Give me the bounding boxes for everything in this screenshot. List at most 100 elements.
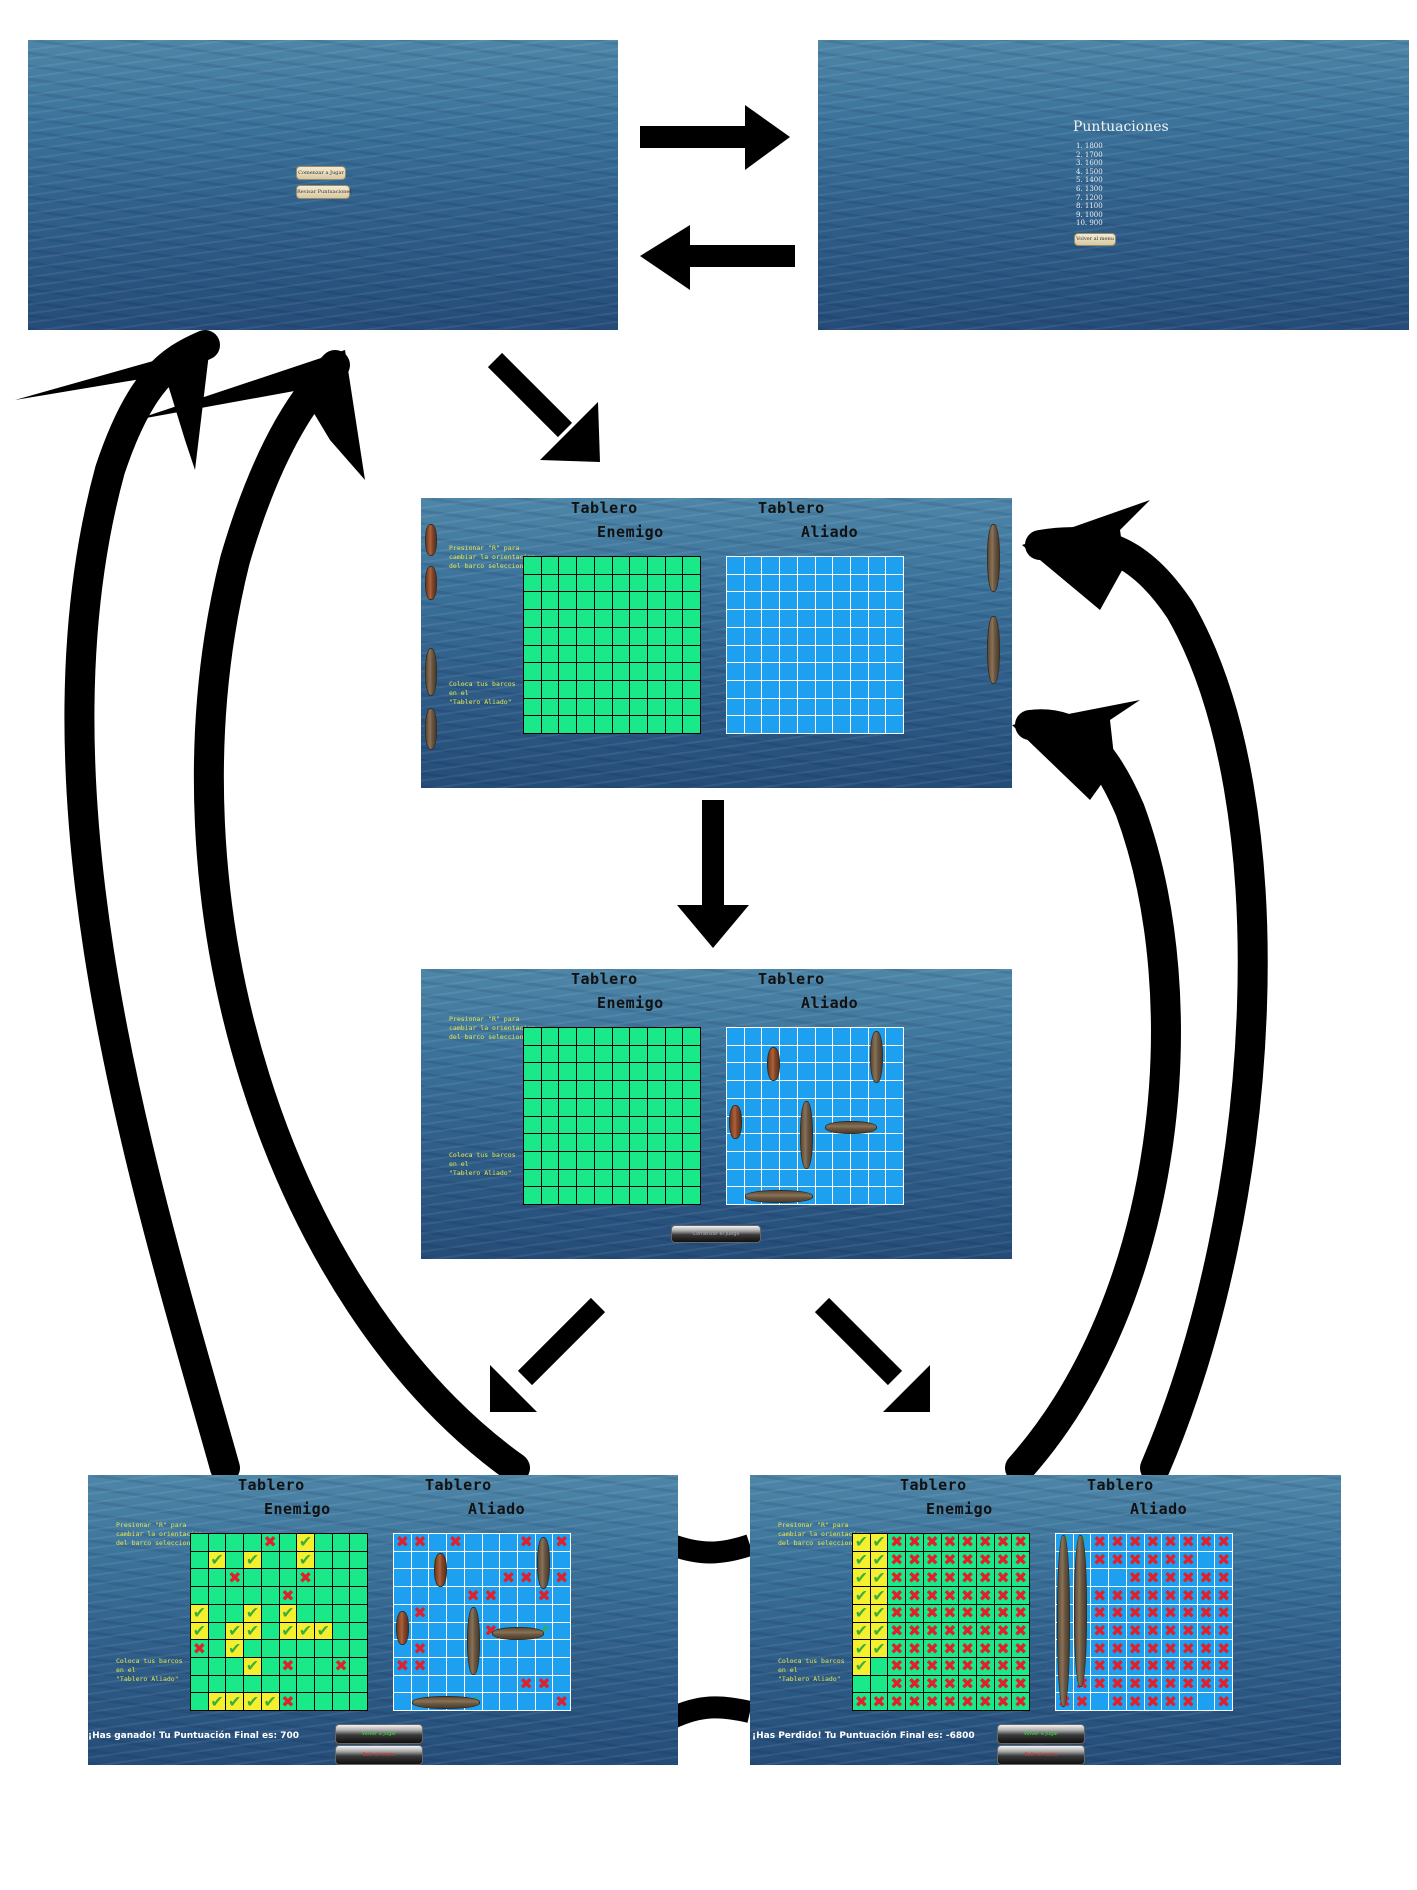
board-cell[interactable] — [886, 557, 903, 574]
board-cell[interactable] — [577, 610, 594, 627]
board-cell[interactable] — [577, 1098, 594, 1116]
board-cell[interactable] — [833, 1098, 850, 1116]
board-cell[interactable]: ✖ — [941, 1534, 959, 1551]
board-cell[interactable]: ✖ — [1109, 1587, 1126, 1604]
board-cell[interactable] — [815, 557, 833, 574]
board-cell[interactable] — [850, 1187, 868, 1204]
board-cell[interactable] — [191, 1551, 208, 1569]
board-cell[interactable]: ✖ — [394, 1657, 411, 1675]
board-cell[interactable] — [524, 1098, 541, 1116]
board-cell[interactable]: ✖ — [1012, 1569, 1029, 1587]
board-cell[interactable] — [577, 1151, 594, 1169]
board-cell[interactable] — [744, 1063, 762, 1081]
board-cell[interactable] — [332, 1587, 350, 1604]
board-cell[interactable] — [464, 1675, 482, 1693]
board-cell[interactable] — [612, 645, 630, 663]
board-cell[interactable] — [559, 1151, 577, 1169]
board-cell[interactable]: ✔ — [870, 1604, 888, 1622]
board-cell[interactable] — [541, 627, 559, 645]
board-cell[interactable] — [226, 1587, 244, 1604]
board-cell[interactable] — [464, 1569, 482, 1587]
board-cell[interactable] — [850, 1151, 868, 1169]
board-cell[interactable]: ✖ — [553, 1569, 570, 1587]
board-cell[interactable] — [429, 1534, 447, 1551]
board-cell[interactable] — [744, 1081, 762, 1098]
board-cell[interactable] — [559, 1169, 577, 1187]
board-cell[interactable] — [780, 592, 797, 610]
board-cell[interactable]: ✖ — [1179, 1534, 1197, 1551]
board-cell[interactable]: ✖ — [906, 1622, 923, 1640]
board-cell[interactable]: ✖ — [1162, 1657, 1179, 1675]
board-cell[interactable] — [815, 1187, 833, 1204]
board-cell[interactable]: ✖ — [1162, 1622, 1179, 1640]
board-cell[interactable]: ✖ — [1012, 1604, 1029, 1622]
board-cell[interactable] — [833, 680, 850, 698]
board-cell[interactable]: ✖ — [959, 1604, 976, 1622]
board-cell[interactable] — [886, 1151, 903, 1169]
board-cell[interactable] — [350, 1640, 367, 1657]
board-cell[interactable] — [727, 680, 744, 698]
board-cell[interactable]: ✖ — [906, 1551, 923, 1569]
board-cell[interactable] — [797, 716, 815, 733]
board-cell[interactable]: ✖ — [923, 1657, 941, 1675]
board-cell[interactable]: ✖ — [553, 1534, 570, 1551]
board-cell[interactable] — [665, 1134, 683, 1151]
board-cell[interactable] — [500, 1693, 517, 1710]
board-cell[interactable]: ✖ — [1144, 1569, 1162, 1587]
board-cell[interactable] — [744, 1151, 762, 1169]
board-cell[interactable] — [612, 1098, 630, 1116]
board-cell[interactable] — [780, 1063, 797, 1081]
board-cell[interactable] — [553, 1551, 570, 1569]
board-cell[interactable] — [780, 1081, 797, 1098]
board-cell[interactable] — [541, 1151, 559, 1169]
board-cell[interactable] — [332, 1675, 350, 1693]
board-cell[interactable]: ✖ — [870, 1693, 888, 1710]
board-cell[interactable] — [559, 1063, 577, 1081]
board-cell[interactable] — [868, 1187, 886, 1204]
board-cell[interactable]: ✖ — [1012, 1657, 1029, 1675]
board-cell[interactable] — [665, 1081, 683, 1098]
board-cell[interactable] — [535, 1693, 553, 1710]
board-cell[interactable] — [612, 627, 630, 645]
board-cell[interactable] — [524, 716, 541, 733]
board-cell[interactable] — [559, 680, 577, 698]
board-cell[interactable]: ✖ — [1215, 1551, 1232, 1569]
board-cell[interactable] — [665, 592, 683, 610]
board-cell[interactable]: ✖ — [1126, 1604, 1144, 1622]
board-cell[interactable] — [524, 1187, 541, 1204]
board-cell[interactable] — [394, 1675, 411, 1693]
board-cell[interactable]: ✖ — [906, 1604, 923, 1622]
board-cell[interactable] — [541, 1169, 559, 1187]
board-cell[interactable]: ✖ — [1197, 1657, 1215, 1675]
board-cell[interactable]: ✔ — [208, 1693, 226, 1710]
board-cell[interactable]: ✖ — [1109, 1534, 1126, 1551]
board-cell[interactable]: ✖ — [1091, 1534, 1109, 1551]
board-cell[interactable] — [683, 592, 700, 610]
board-cell[interactable] — [191, 1569, 208, 1587]
board-cell[interactable] — [261, 1551, 279, 1569]
board-cell[interactable] — [482, 1657, 500, 1675]
board-cell[interactable]: ✖ — [1109, 1551, 1126, 1569]
board-cell[interactable] — [226, 1551, 244, 1569]
board-cell[interactable] — [464, 1551, 482, 1569]
board-cell[interactable]: ✖ — [1091, 1604, 1109, 1622]
board-cell[interactable]: ✖ — [517, 1569, 535, 1587]
board-cell[interactable]: ✖ — [941, 1587, 959, 1604]
board-cell[interactable] — [411, 1569, 429, 1587]
board-cell[interactable] — [350, 1551, 367, 1569]
board-cell[interactable] — [350, 1569, 367, 1587]
board-cell[interactable] — [411, 1587, 429, 1604]
board-cell[interactable] — [630, 610, 647, 627]
board-cell[interactable] — [683, 1134, 700, 1151]
board-cell[interactable] — [524, 1063, 541, 1081]
board-cell[interactable]: ✖ — [1197, 1534, 1215, 1551]
board-cell[interactable]: ✖ — [959, 1693, 976, 1710]
board-cell[interactable] — [744, 663, 762, 680]
board-cell[interactable] — [850, 1028, 868, 1045]
board-cell[interactable] — [727, 574, 744, 592]
board-cell[interactable] — [850, 1081, 868, 1098]
board-cell[interactable] — [332, 1693, 350, 1710]
board-cell[interactable] — [630, 627, 647, 645]
board-cell[interactable] — [833, 1151, 850, 1169]
board-cell[interactable] — [594, 1045, 612, 1063]
